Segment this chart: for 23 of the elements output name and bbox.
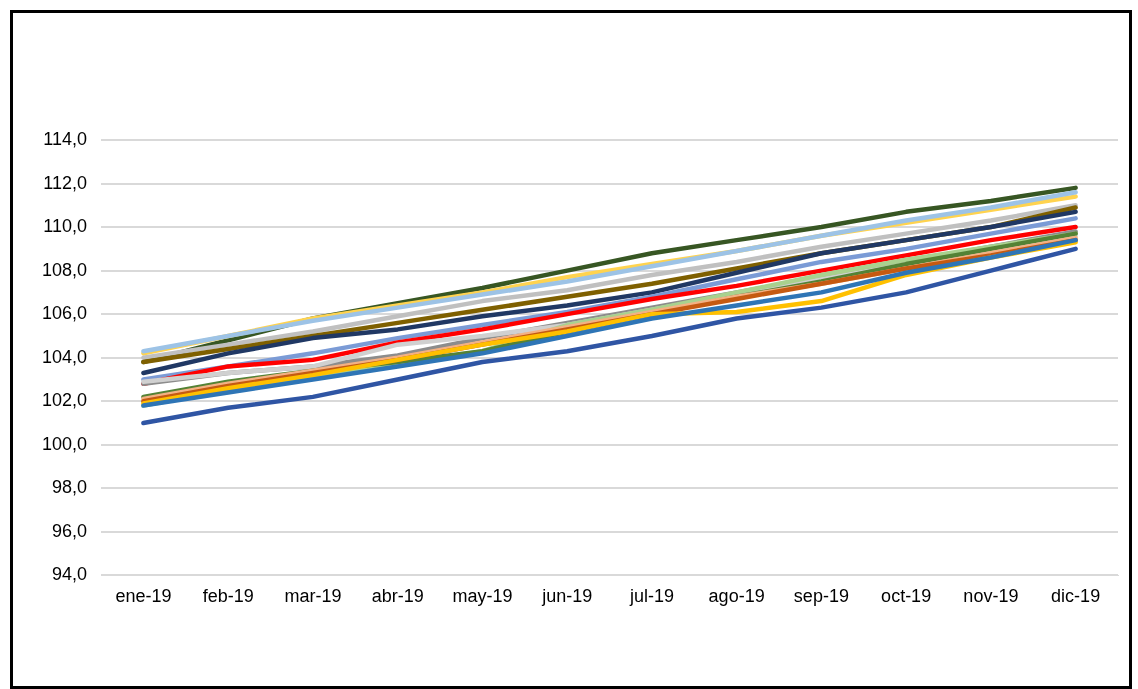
y-tick-label: 94,0	[52, 564, 88, 585]
y-tick-label: 102,0	[42, 390, 88, 411]
x-tick-label: may-19	[452, 586, 513, 607]
x-tick-label: dic-19	[1051, 586, 1101, 607]
x-tick-label: mar-19	[284, 586, 342, 607]
y-tick-label: 114,0	[43, 128, 88, 149]
x-tick-label: jun-19	[541, 586, 593, 607]
y-tick-label: 110,0	[43, 216, 88, 237]
y-tick-label: 112,0	[43, 172, 88, 193]
x-tick-label: nov-19	[963, 586, 1019, 607]
x-tick-label: abr-19	[371, 586, 424, 607]
y-tick-label: 108,0	[42, 259, 88, 280]
x-tick-label: feb-19	[202, 586, 254, 607]
x-tick-label: ene-19	[115, 586, 172, 607]
y-tick-label: 96,0	[52, 520, 88, 541]
y-tick-label: 100,0	[42, 433, 88, 454]
x-tick-label: ago-19	[708, 586, 765, 607]
x-tick-label: sep-19	[793, 586, 849, 607]
y-tick-label: 98,0	[52, 477, 88, 498]
x-tick-label: jul-19	[628, 586, 674, 607]
x-tick-label: oct-19	[881, 586, 932, 607]
y-tick-label: 106,0	[42, 303, 88, 324]
y-tick-label: 104,0	[42, 346, 88, 367]
